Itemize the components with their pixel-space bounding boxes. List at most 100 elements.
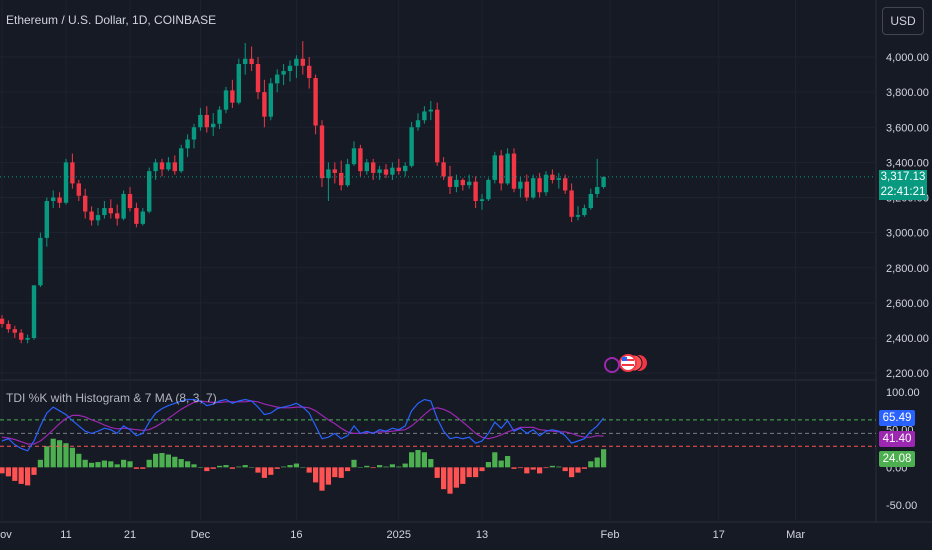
histogram-bar xyxy=(57,440,63,468)
price-tick-label: 2,400.00 xyxy=(886,333,929,345)
candle-body xyxy=(243,58,248,65)
histogram-bar xyxy=(562,467,568,472)
histogram-bar xyxy=(505,456,511,468)
price-tick-label: 3,800.00 xyxy=(886,87,929,99)
histogram-bar xyxy=(185,461,191,468)
candle-body xyxy=(601,176,606,187)
price-tick-label: 2,800.00 xyxy=(886,263,929,275)
histogram-bar xyxy=(165,454,171,468)
indicator-title: TDI %K with Histogram & 7 MA (8, 3, 7) xyxy=(6,391,217,405)
histogram-bar xyxy=(101,460,107,468)
histogram-bar xyxy=(351,459,357,468)
last-price-tag: 3,317.13 xyxy=(879,170,927,185)
candle-body xyxy=(147,171,152,212)
histogram-bar xyxy=(338,467,344,478)
histogram-bar xyxy=(396,466,402,468)
histogram-bar xyxy=(146,459,152,468)
histogram-bar xyxy=(18,467,24,484)
histogram-bar xyxy=(383,466,389,468)
candle-body xyxy=(524,181,529,198)
histogram-bar xyxy=(473,467,479,478)
candle-body xyxy=(211,123,216,128)
candle-body xyxy=(556,178,561,180)
time-tick-label: Mar xyxy=(786,529,805,541)
histogram-bar xyxy=(421,452,427,468)
candle-body xyxy=(38,237,43,286)
histogram-bar xyxy=(281,466,287,468)
candle-body xyxy=(236,64,241,103)
price-tick-label: 3,400.00 xyxy=(886,157,929,169)
histogram-bar xyxy=(428,459,434,468)
candle-body xyxy=(409,127,414,166)
candle-body xyxy=(275,74,280,84)
histogram-bar xyxy=(261,467,267,478)
histogram-bar xyxy=(191,464,197,468)
dividend-icon[interactable] xyxy=(604,357,620,373)
candle-body xyxy=(319,125,325,179)
candle-body xyxy=(332,169,337,173)
time-tick-label: Feb xyxy=(601,529,620,541)
histogram-bar xyxy=(409,452,415,468)
time-tick-label: 2025 xyxy=(387,529,411,541)
histogram-bar xyxy=(242,465,248,468)
indicator-lines xyxy=(0,398,876,452)
us-flag-canton xyxy=(622,357,627,361)
candle-body xyxy=(364,162,369,172)
candle-body xyxy=(44,201,49,238)
candle-body xyxy=(473,181,478,202)
candle-body xyxy=(595,186,600,194)
histogram-bar xyxy=(274,467,280,469)
histogram-bar xyxy=(313,467,319,483)
histogram-bar xyxy=(236,466,242,468)
candle-body xyxy=(83,195,88,212)
histogram-bar xyxy=(0,467,5,474)
histogram-bar xyxy=(223,465,229,468)
grid xyxy=(0,0,932,523)
candle-body xyxy=(435,109,440,163)
candle-body xyxy=(121,193,126,219)
candle-body xyxy=(198,114,203,128)
histogram-bar xyxy=(121,459,127,468)
candle-body xyxy=(281,71,286,75)
hist-value-tag: 24.08 xyxy=(879,451,915,467)
candle-body xyxy=(159,162,165,170)
candle-body xyxy=(531,178,536,198)
candle-body xyxy=(511,153,517,189)
histogram-bar xyxy=(415,450,421,468)
event-icons[interactable] xyxy=(604,354,647,373)
candle-body xyxy=(223,90,229,110)
histogram-bar xyxy=(210,467,216,469)
candle-body xyxy=(185,139,190,149)
currency-button[interactable]: USD xyxy=(882,7,924,35)
candle-body xyxy=(76,183,81,196)
candle-body xyxy=(217,109,222,124)
candle-body xyxy=(537,178,542,193)
price-tick-label: 3,600.00 xyxy=(886,122,929,134)
candle-body xyxy=(326,169,331,179)
time-tick-label: 16 xyxy=(290,529,302,541)
histogram-bar xyxy=(524,467,530,474)
histogram-bar xyxy=(588,461,594,468)
candle-body xyxy=(345,164,350,186)
histogram-bar xyxy=(460,467,466,484)
candle-body xyxy=(383,169,389,175)
histogram-bar xyxy=(453,467,459,488)
candle-body xyxy=(486,179,491,200)
histogram-bar xyxy=(204,467,210,472)
candle-body xyxy=(57,197,62,203)
candle-body xyxy=(140,211,145,224)
histogram-bar xyxy=(82,459,88,468)
time-axis: Nov 11 21 Dec 16 2025 13 Feb 17 Mar xyxy=(0,529,805,541)
histogram-bar xyxy=(543,467,549,469)
candle-body xyxy=(428,109,433,112)
candle-body xyxy=(166,162,171,170)
candle-body xyxy=(575,215,581,217)
candle-body xyxy=(134,208,139,224)
candle-body xyxy=(25,338,30,340)
histogram-bar xyxy=(581,467,587,469)
histogram-bar xyxy=(50,438,56,468)
candle-body xyxy=(307,65,312,79)
candle-body xyxy=(403,165,408,172)
histogram-bar xyxy=(319,467,325,491)
